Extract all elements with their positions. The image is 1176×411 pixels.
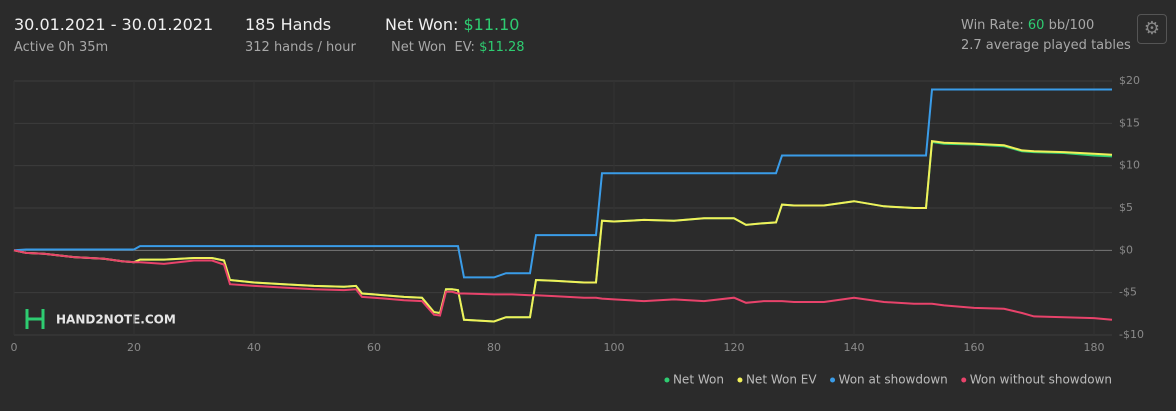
date-range: 30.01.2021 - 30.01.2021 — [14, 15, 214, 34]
active-time: Active 0h 35m — [14, 40, 109, 55]
x-tick-label: 140 — [844, 341, 865, 354]
series-line — [13, 249, 1113, 321]
tables: 2.7 average played tables — [961, 38, 1131, 53]
x-tick-label: 100 — [604, 341, 625, 354]
plot: -$10 -$5 $0 $5 $10 $15 $20 0 20 40 60 80 100 120 140 16… — [11, 74, 1144, 387]
legend-label: Won at showdown — [839, 373, 948, 387]
legend-label: Won without showdown — [970, 373, 1112, 387]
unit: bb/100 — [1048, 18, 1095, 33]
legend: Won without showdown Won at showdown Net W… — [664, 373, 1112, 387]
x-tick-label: 80 — [487, 341, 501, 354]
watermark: HAND2NOTE.COM — [25, 309, 176, 329]
x-tick-label: 0 — [11, 341, 18, 354]
y-tick-label: -$10 — [1119, 328, 1144, 341]
label: Net Won EV: — [391, 40, 475, 55]
legend-marker — [737, 377, 743, 383]
y-tick-label: $0 — [1119, 243, 1133, 256]
x-tick-label: 120 — [724, 341, 745, 354]
y-tick-label: -$5 — [1119, 286, 1137, 299]
series-line — [13, 140, 1113, 323]
value: $11.10 — [463, 15, 520, 34]
series-line — [13, 88, 1112, 279]
y-tick-label: $10 — [1119, 159, 1140, 172]
y-tick-label: $15 — [1119, 116, 1140, 129]
legend-label: Net Won — [673, 373, 724, 387]
y-tick-label: $20 — [1119, 74, 1140, 87]
x-tick-label: 180 — [1084, 341, 1105, 354]
label: Net Won: — [385, 15, 459, 34]
win-rate: Win Rate: 60 bb/100 — [961, 18, 1094, 33]
x-tick-label: 40 — [247, 341, 261, 354]
x-tick-label: 60 — [367, 341, 381, 354]
net-won: Net Won: $11.10 — [385, 15, 519, 34]
x-tick-label: 20 — [127, 341, 141, 354]
net-won-ev: Net Won EV: $11.28 — [391, 40, 525, 55]
series-line — [13, 139, 1113, 323]
value: $11.28 — [479, 40, 525, 55]
hands: 185 Hands — [245, 15, 332, 34]
value: 60 — [1027, 18, 1045, 33]
x-tick-label: 160 — [964, 341, 985, 354]
legend-marker — [830, 377, 836, 383]
label: Win Rate: — [961, 18, 1024, 33]
legend-marker — [961, 377, 967, 383]
y-tick-label: $5 — [1119, 201, 1133, 214]
settings-button[interactable]: ⚙ — [1137, 14, 1167, 44]
hands-per-hour: 312 hands / hour — [245, 40, 356, 55]
legend-marker — [664, 377, 670, 383]
logo — [25, 309, 45, 329]
watermark-text: HAND2NOTE.COM — [56, 313, 176, 327]
legend-label: Net Won EV — [746, 373, 817, 387]
